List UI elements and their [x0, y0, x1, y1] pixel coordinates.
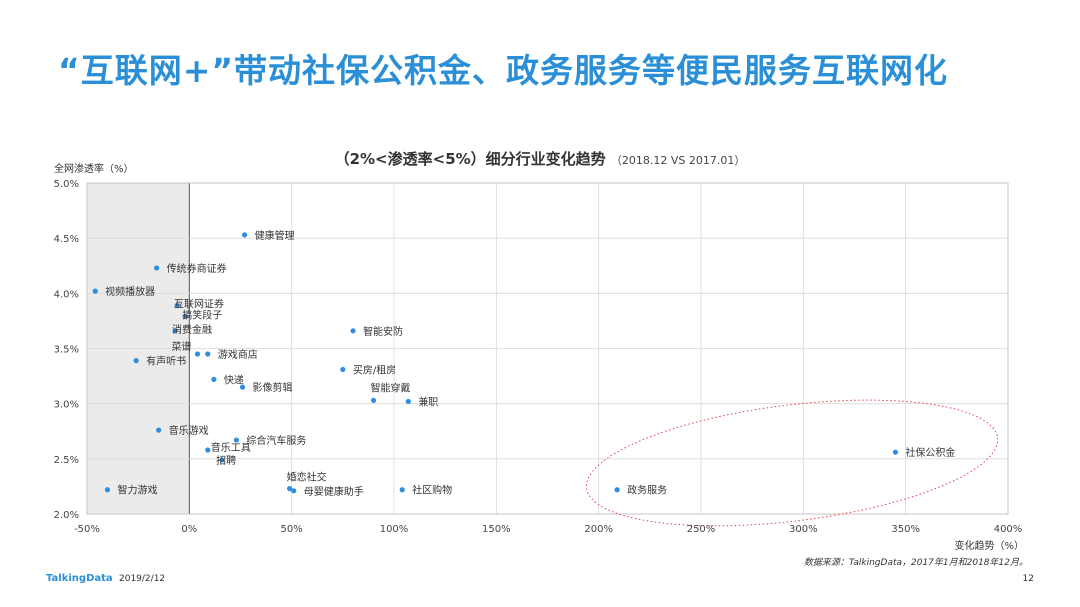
data-point [239, 384, 246, 390]
data-point [892, 449, 899, 455]
data-label: 综合汽车服务 [246, 434, 306, 447]
x-tick-label: 150% [482, 524, 511, 535]
data-label: 兼职 [418, 395, 438, 408]
x-tick-label: 350% [891, 524, 920, 535]
x-tick-label: 250% [687, 524, 716, 535]
data-label: 智力游戏 [117, 484, 157, 497]
x-tick-label: 200% [584, 524, 613, 535]
x-tick-label: 100% [380, 524, 409, 535]
data-label: 招聘 [216, 454, 236, 467]
data-label: 社保公积金 [905, 446, 955, 459]
chart-title-text: （2%<渗透率<5%）细分行业变化趋势 [334, 150, 606, 168]
data-point [399, 487, 405, 493]
data-label: 智能安防 [363, 325, 403, 338]
y-axis-label: 全网渗透率（%） [54, 162, 134, 175]
data-label: 社区购物 [412, 484, 452, 497]
data-point [156, 427, 162, 433]
data-label: 政务服务 [627, 484, 667, 497]
y-tick-label: 4.5% [54, 234, 79, 245]
data-label: 互联网证券 [174, 297, 224, 310]
data-point [174, 302, 180, 309]
data-label: 搞笑段子 [182, 309, 222, 322]
x-axis-label: 变化趋势（%） [954, 539, 1024, 552]
data-point [291, 488, 297, 494]
data-label: 影像剪辑 [253, 381, 293, 394]
data-point [405, 398, 411, 405]
data-label: 菜谱 [172, 340, 192, 353]
brand-logo-text: TalkingData [46, 573, 113, 584]
page-number: 12 [1022, 574, 1034, 584]
data-point [233, 437, 240, 443]
y-tick-label: 2.0% [54, 510, 79, 521]
data-point [370, 397, 377, 403]
data-point [194, 351, 201, 357]
data-point [205, 447, 211, 453]
data-label: 智能穿戴 [371, 381, 411, 394]
data-point [340, 366, 346, 373]
data-point [104, 487, 111, 493]
data-point [205, 351, 211, 357]
data-label: 音乐游戏 [169, 424, 209, 437]
data-point [133, 358, 139, 364]
footer-date: 2019/2/12 [119, 574, 166, 584]
data-label: 买房/租房 [353, 363, 396, 376]
plot-border [86, 182, 1009, 515]
data-point [350, 328, 356, 334]
data-point [182, 313, 188, 320]
y-tick-label: 5.0% [54, 179, 79, 190]
data-point [287, 486, 293, 492]
data-label: 健康管理 [255, 229, 295, 242]
data-source-note: 数据来源：TalkingData，2017年1月和2018年12月。 [803, 558, 1028, 568]
data-label: 婚恋社交 [287, 471, 327, 484]
data-point [153, 265, 160, 271]
chart-subtitle: （2018.12 VS 2017.01） [610, 154, 746, 167]
x-tick-label: 0% [181, 524, 197, 535]
highlight-ellipse [585, 399, 999, 527]
data-label: 消费金融 [172, 323, 212, 336]
y-tick-label: 3.5% [54, 345, 79, 356]
x-tick-label: 300% [789, 524, 818, 535]
data-point [614, 487, 620, 493]
data-point [219, 457, 225, 463]
data-label: 音乐工具 [211, 441, 251, 454]
data-point [172, 328, 178, 334]
x-tick-label: 400% [994, 524, 1023, 535]
x-tick-label: -50% [74, 524, 100, 535]
data-label: 母婴健康助手 [304, 485, 364, 498]
slide-title: “互联网+”带动社保公积金、政务服务等便民服务互联网化 [58, 51, 949, 90]
data-label: 游戏商店 [218, 348, 258, 361]
y-tick-label: 2.5% [54, 455, 79, 466]
x-tick-label: 50% [281, 524, 303, 535]
data-label: 视频播放器 [105, 285, 155, 298]
data-point [92, 288, 98, 294]
y-tick-label: 4.0% [54, 289, 79, 300]
data-label: 快递 [224, 373, 244, 386]
y-tick-label: 3.0% [54, 400, 79, 411]
data-point [241, 232, 248, 238]
chart-title: （2%<渗透率<5%）细分行业变化趋势 （2018.12 VS 2017.01） [0, 148, 1080, 169]
data-point [211, 376, 217, 382]
data-label: 有声听书 [146, 355, 186, 368]
data-label: 传统券商证券 [167, 262, 227, 275]
